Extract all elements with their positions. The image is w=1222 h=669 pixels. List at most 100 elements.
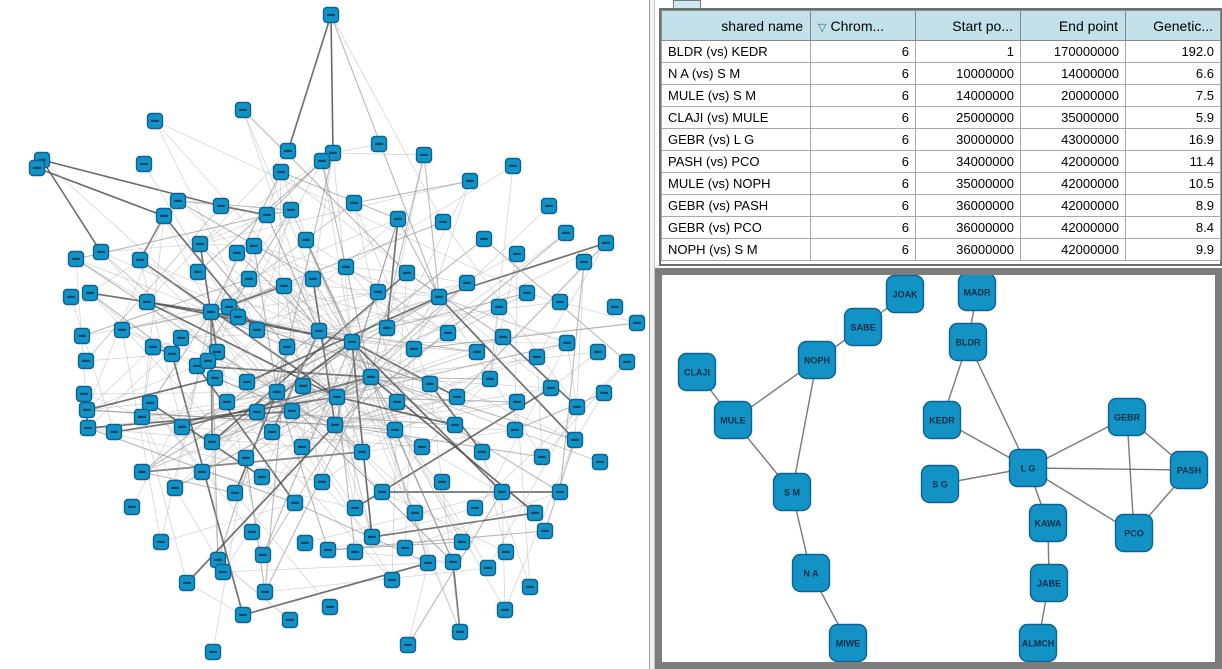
table-row[interactable]: PASH (vs) PCO 6 34000000 42000000 11.4 xyxy=(661,150,1221,173)
cell-shared-name[interactable]: MULE (vs) NOPH xyxy=(661,172,811,195)
cell-shared-name[interactable]: PASH (vs) PCO xyxy=(661,150,811,173)
table-row[interactable]: GEBR (vs) PASH 6 36000000 42000000 8.9 xyxy=(661,194,1221,217)
cell-value[interactable]: 6 xyxy=(810,62,916,85)
cell-value[interactable]: 25000000 xyxy=(915,106,1021,129)
cell-value[interactable]: 6 xyxy=(810,238,916,261)
cell-shared-name[interactable]: MULE (vs) S M xyxy=(661,84,811,107)
cell-value[interactable]: 36000000 xyxy=(915,216,1021,239)
overview-network-canvas[interactable] xyxy=(0,0,648,669)
network-node[interactable] xyxy=(713,400,753,440)
cell-value[interactable]: 6 xyxy=(810,84,916,107)
network-node[interactable] xyxy=(957,275,997,312)
network-node[interactable] xyxy=(828,623,868,662)
cell-shared-name[interactable]: GEBR (vs) PASH xyxy=(661,194,811,217)
cell-shared-name[interactable]: BLDR (vs) KEDR xyxy=(661,40,811,63)
table-row[interactable]: N A (vs) S M 6 10000000 14000000 6.6 xyxy=(661,62,1221,85)
cell-value[interactable]: 5.9 xyxy=(1125,106,1221,129)
network-node[interactable] xyxy=(843,307,883,347)
filter-icon[interactable]: ▽ xyxy=(818,21,827,34)
column-header-shared-name[interactable]: shared name xyxy=(661,10,811,41)
network-node[interactable] xyxy=(772,472,812,512)
cell-shared-name[interactable]: N A (vs) S M xyxy=(661,62,811,85)
tab-fragment[interactable] xyxy=(673,0,701,8)
column-header-start-position[interactable]: Start po... xyxy=(915,10,1021,41)
cell-value[interactable]: 9.9 xyxy=(1125,238,1221,261)
node-label-smudge xyxy=(424,561,432,564)
cell-value[interactable]: 6 xyxy=(810,106,916,129)
network-node[interactable] xyxy=(1107,397,1147,437)
table-row[interactable]: GEBR (vs) PCO 6 36000000 42000000 8.4 xyxy=(661,216,1221,239)
panel-splitter[interactable] xyxy=(649,0,655,669)
network-node[interactable] xyxy=(1028,503,1068,543)
cell-value[interactable]: 42000000 xyxy=(1020,238,1126,261)
cell-shared-name[interactable]: GEBR (vs) PCO xyxy=(661,216,811,239)
cell-value[interactable]: 6.6 xyxy=(1125,62,1221,85)
table-row[interactable]: MULE (vs) S M 6 14000000 20000000 7.5 xyxy=(661,84,1221,107)
cell-shared-name[interactable]: CLAJI (vs) MULE xyxy=(661,106,811,129)
cell-value[interactable]: 16.9 xyxy=(1125,128,1221,151)
network-node[interactable] xyxy=(885,275,925,314)
cell-value[interactable]: 30000000 xyxy=(915,128,1021,151)
node-label-smudge xyxy=(258,475,266,478)
cell-value[interactable]: 8.4 xyxy=(1125,216,1221,239)
cell-value[interactable]: 6 xyxy=(810,194,916,217)
column-header-genetic-distance[interactable]: Genetic... xyxy=(1125,10,1221,41)
cell-value[interactable]: 35000000 xyxy=(1020,106,1126,129)
table-row[interactable]: CLAJI (vs) MULE 6 25000000 35000000 5.9 xyxy=(661,106,1221,129)
cell-value[interactable]: 6 xyxy=(810,172,916,195)
network-node[interactable] xyxy=(1018,623,1058,662)
node-label-smudge xyxy=(501,608,509,611)
cell-value[interactable]: 11.4 xyxy=(1125,150,1221,173)
cell-value[interactable]: 14000000 xyxy=(1020,62,1126,85)
network-node[interactable] xyxy=(922,400,962,440)
cell-value[interactable]: 14000000 xyxy=(915,84,1021,107)
cell-value[interactable]: 6 xyxy=(810,150,916,173)
detail-network-canvas[interactable]: JOAK MADR SABE NOPH CLAJI BLDR MULE KEDR GEBR S G… xyxy=(662,275,1215,662)
cell-value[interactable]: 43000000 xyxy=(1020,128,1126,151)
cell-value[interactable]: 10000000 xyxy=(915,62,1021,85)
cell-value[interactable]: 6 xyxy=(810,128,916,151)
cell-value[interactable]: 10.5 xyxy=(1125,172,1221,195)
network-edge xyxy=(336,342,568,398)
column-header-end-point[interactable]: End point xyxy=(1020,10,1126,41)
network-edge xyxy=(177,200,314,280)
network-node[interactable] xyxy=(797,340,837,380)
cell-shared-name[interactable]: NOPH (vs) S M xyxy=(661,238,811,261)
network-node[interactable] xyxy=(1169,450,1209,490)
cell-value[interactable]: 20000000 xyxy=(1020,84,1126,107)
cell-value[interactable]: 42000000 xyxy=(1020,194,1126,217)
cell-value[interactable]: 42000000 xyxy=(1020,150,1126,173)
cell-value[interactable]: 6 xyxy=(810,216,916,239)
network-node[interactable] xyxy=(948,322,988,362)
cell-value[interactable]: 34000000 xyxy=(915,150,1021,173)
network-edge xyxy=(967,341,1029,469)
cell-value[interactable]: 6 xyxy=(810,40,916,63)
cell-value[interactable]: 42000000 xyxy=(1020,172,1126,195)
network-node[interactable] xyxy=(677,352,717,392)
cell-value[interactable]: 36000000 xyxy=(915,238,1021,261)
cell-value[interactable]: 35000000 xyxy=(915,172,1021,195)
network-node[interactable] xyxy=(1029,563,1069,603)
cell-value[interactable]: 192.0 xyxy=(1125,40,1221,63)
node-label-smudge xyxy=(239,108,247,111)
node-label: JOAK xyxy=(892,290,918,300)
table-row[interactable]: NOPH (vs) S M 6 36000000 42000000 9.9 xyxy=(661,238,1221,261)
network-node[interactable] xyxy=(1114,513,1154,553)
cell-value[interactable]: 8.9 xyxy=(1125,194,1221,217)
network-node[interactable] xyxy=(1008,448,1048,488)
cell-shared-name[interactable]: GEBR (vs) L G xyxy=(661,128,811,151)
network-node[interactable] xyxy=(791,553,831,593)
column-header-chromosome[interactable]: ▽ Chrom... xyxy=(810,10,916,41)
table-row[interactable]: MULE (vs) NOPH 6 35000000 42000000 10.5 xyxy=(661,172,1221,195)
cell-value[interactable]: 7.5 xyxy=(1125,84,1221,107)
table-row[interactable]: GEBR (vs) L G 6 30000000 43000000 16.9 xyxy=(661,128,1221,151)
network-node[interactable] xyxy=(920,464,960,504)
node-label-smudge xyxy=(471,506,479,509)
node-label: BLDR xyxy=(956,338,981,348)
table-row[interactable]: BLDR (vs) KEDR 6 1 170000000 192.0 xyxy=(661,40,1221,63)
node-label-smudge xyxy=(351,550,359,553)
cell-value[interactable]: 36000000 xyxy=(915,194,1021,217)
cell-value[interactable]: 1 xyxy=(915,40,1021,63)
cell-value[interactable]: 42000000 xyxy=(1020,216,1126,239)
cell-value[interactable]: 170000000 xyxy=(1020,40,1126,63)
